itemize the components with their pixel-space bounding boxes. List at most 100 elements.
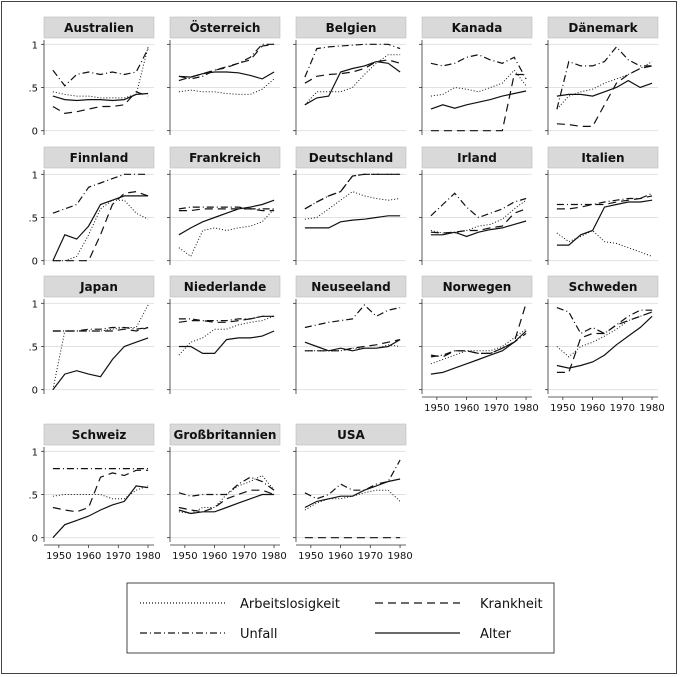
series-sickness <box>556 311 653 373</box>
x-tick-label: 1980 <box>639 403 664 414</box>
panel-japan: Japan 0 .5 1 <box>28 275 155 397</box>
series-unemployment <box>52 46 149 99</box>
series-accident <box>430 192 527 219</box>
series-pension <box>52 195 149 261</box>
series-unemployment <box>556 61 653 110</box>
series-accident <box>52 326 149 332</box>
panel-usa: USA 1950 1960 1970 1980 <box>293 423 413 562</box>
series-accident <box>430 54 527 80</box>
series-accident <box>52 173 149 214</box>
x-tick-label: 1980 <box>261 551 286 562</box>
series-sickness <box>556 195 653 210</box>
series-unemployment <box>178 208 275 258</box>
series-sickness <box>304 173 401 210</box>
series-accident <box>556 45 653 110</box>
panel-header <box>43 275 155 298</box>
x-tick-label: 1960 <box>328 551 353 562</box>
series-unemployment <box>430 69 527 97</box>
panel-niederlande: Niederlande <box>167 275 281 394</box>
panel-header <box>43 16 155 39</box>
series-unemployment <box>52 485 149 500</box>
legend-label-accident: Unfall <box>240 627 278 642</box>
legend-box <box>126 582 555 654</box>
series-sickness <box>304 339 401 352</box>
y-tick-label: 1 <box>32 299 38 310</box>
x-tick-label: 1970 <box>610 403 635 414</box>
series-accident <box>304 173 401 210</box>
x-tick-label: 1980 <box>513 403 538 414</box>
series-unemployment <box>304 489 401 511</box>
panel-belgien: Belgien <box>293 16 407 135</box>
series-sickness <box>556 65 653 127</box>
x-tick-label: 1960 <box>76 551 101 562</box>
panel-title: Finnland <box>70 151 129 165</box>
panel-header <box>169 275 281 298</box>
series-pension <box>304 215 401 229</box>
y-tick-label: 0 <box>32 534 38 545</box>
series-pension <box>52 92 149 102</box>
panel-header <box>421 275 533 298</box>
y-tick-label: .5 <box>28 84 38 95</box>
y-tick-label: 0 <box>32 386 38 397</box>
legend-label-unemployment: Arbeitslosigkeit <box>240 597 340 612</box>
panel-header <box>547 146 659 169</box>
panel-schweden: Schweden 1950 1960 1970 1980 <box>545 275 665 414</box>
series-pension <box>52 485 149 539</box>
panel-australien: Australien 0 .5 1 <box>28 16 155 138</box>
x-tick-label: 1960 <box>580 403 605 414</box>
x-tick-label: 1970 <box>232 551 257 562</box>
panel-header <box>295 146 407 169</box>
y-tick-label: 1 <box>32 447 38 458</box>
series-pension <box>430 330 527 375</box>
panel-header <box>547 275 659 298</box>
panel-header <box>547 16 659 39</box>
panel-header <box>295 275 407 298</box>
panel-title: Frankreich <box>189 151 261 165</box>
series-sickness <box>430 208 527 234</box>
y-tick-label: .5 <box>28 214 38 225</box>
panel-title: USA <box>337 428 365 442</box>
panel-header <box>169 16 281 39</box>
panel-header <box>43 146 155 169</box>
panel-title: Dänemark <box>568 21 638 35</box>
x-tick-label: 1970 <box>484 403 509 414</box>
panel-header <box>421 146 533 169</box>
panel-finnland: Finnland 0 .5 1 <box>28 146 155 268</box>
series-unemployment <box>556 311 653 358</box>
panel-kanada: Kanada <box>419 16 533 135</box>
legend-label-pension: Alter <box>480 627 512 642</box>
y-tick-label: 1 <box>32 40 38 51</box>
series-unemployment <box>304 54 401 106</box>
legend-label-sickness: Krankheit <box>480 597 543 612</box>
series-unemployment <box>430 199 527 234</box>
series-accident <box>52 48 149 87</box>
series-unemployment <box>430 328 527 365</box>
panel-title: Niederlande <box>184 280 266 294</box>
panel-title: Irland <box>457 151 497 165</box>
y-tick-label: 0 <box>32 127 38 138</box>
series-pension <box>178 71 275 80</box>
series-accident <box>178 43 275 80</box>
x-tick-label: 1970 <box>106 551 131 562</box>
panel-neuseeland: Neuseeland <box>293 275 407 394</box>
series-accident <box>178 206 275 210</box>
x-tick-label: 1980 <box>135 551 160 562</box>
legend: Arbeitslosigkeit Krankheit Unfall Alter <box>126 582 555 654</box>
series-accident <box>556 307 653 335</box>
panel-österreich: Österreich <box>167 16 281 135</box>
x-tick-label: 1950 <box>298 551 323 562</box>
panel-title: Neuseeland <box>311 280 391 294</box>
x-tick-label: 1980 <box>387 551 412 562</box>
series-pension <box>178 493 275 515</box>
y-tick-label: 1 <box>32 170 38 181</box>
series-accident <box>304 459 401 500</box>
x-tick-label: 1950 <box>172 551 197 562</box>
panel-title: Deutschland <box>309 151 394 165</box>
panel-header <box>295 423 407 446</box>
panel-header <box>421 16 533 39</box>
y-tick-label: 0 <box>32 257 38 268</box>
series-pension <box>178 199 275 236</box>
series-pension <box>556 79 653 97</box>
